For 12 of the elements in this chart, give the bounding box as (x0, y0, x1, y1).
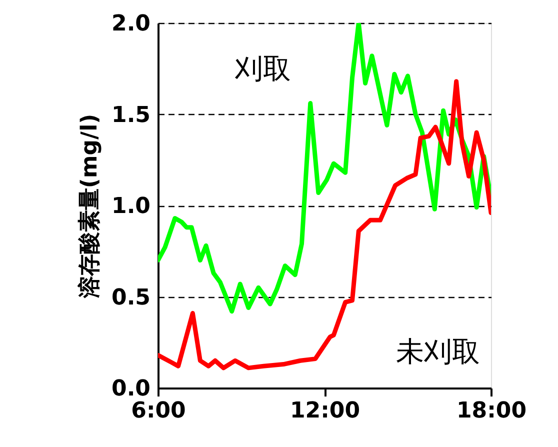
series-label: 未刈取 (396, 335, 480, 368)
y-tick-label: 2.0 (112, 12, 150, 36)
y-tick-label: 0.0 (112, 376, 150, 402)
x-tick-label: 6:00 (131, 398, 186, 424)
x-tick-label: 12:00 (290, 398, 360, 424)
y-tick-label: 1.0 (112, 194, 150, 219)
y-axis-title: 溶存酸素量(mg/l) (76, 114, 103, 300)
line-series (158, 23, 491, 314)
x-tick-label: 18:00 (456, 398, 527, 424)
y-tick-label: 0.5 (112, 285, 150, 310)
y-tick-label: 1.5 (112, 102, 150, 128)
series-label: 刈取 (234, 52, 291, 85)
